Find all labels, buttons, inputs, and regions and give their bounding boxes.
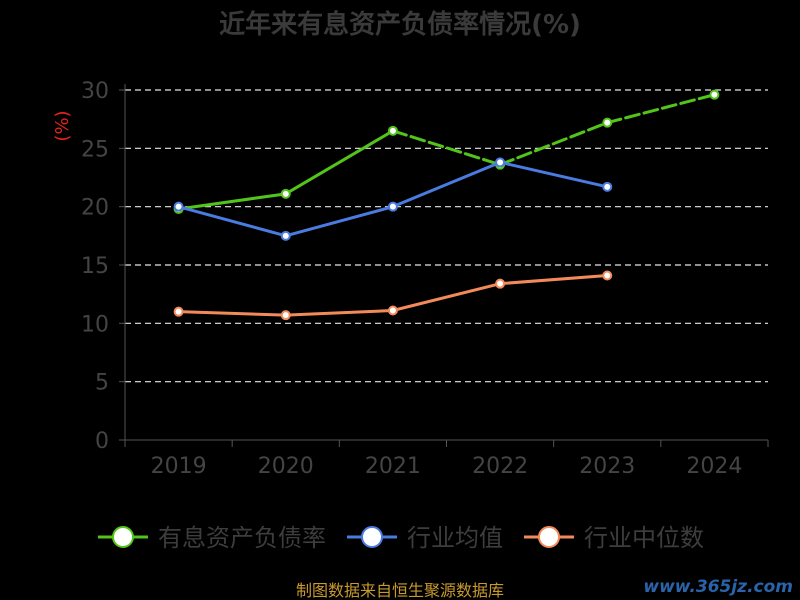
data-point bbox=[602, 117, 613, 128]
data-point bbox=[173, 201, 184, 212]
legend: 有息资产负债率 行业均值 行业中位数 bbox=[98, 524, 704, 552]
series-line-segment bbox=[284, 205, 395, 238]
legend-item-0: 有息资产负债率 bbox=[98, 524, 326, 552]
series-line-segment bbox=[498, 160, 609, 189]
series-layer bbox=[173, 89, 720, 321]
legend-label: 行业中位数 bbox=[584, 524, 704, 552]
data-point bbox=[280, 310, 291, 321]
x-tick-label: 2022 bbox=[472, 454, 528, 479]
data-point bbox=[602, 270, 613, 281]
y-tick-label: 20 bbox=[81, 196, 109, 221]
x-axis-ticks: 2019 2020 2021 2022 2023 2024 bbox=[124, 440, 769, 479]
y-tick-label: 0 bbox=[95, 429, 109, 454]
x-tick-label: 2021 bbox=[365, 454, 421, 479]
axes bbox=[124, 84, 768, 441]
watermark: www.365jz.com bbox=[643, 577, 793, 597]
x-tick-label: 2023 bbox=[579, 454, 635, 479]
series-0 bbox=[173, 89, 720, 214]
data-point bbox=[387, 201, 398, 212]
y-axis-label: (%) bbox=[52, 110, 73, 141]
y-tick-label: 5 bbox=[95, 371, 109, 396]
legend-swatch-marker bbox=[361, 526, 383, 548]
series-2 bbox=[173, 270, 613, 321]
data-point bbox=[387, 125, 398, 136]
series-line-segment bbox=[284, 129, 395, 196]
legend-item-1: 行业均值 bbox=[347, 524, 503, 552]
series-line-segment bbox=[498, 274, 609, 286]
series-line-segment bbox=[498, 121, 609, 167]
legend-label: 行业均值 bbox=[407, 524, 503, 552]
data-point bbox=[280, 230, 291, 241]
legend-swatch-marker bbox=[538, 526, 560, 548]
y-tick-label: 10 bbox=[81, 312, 109, 337]
legend-item-2: 行业中位数 bbox=[524, 524, 704, 552]
legend-label: 有息资产负债率 bbox=[158, 524, 326, 552]
gridlines bbox=[125, 89, 768, 383]
series-1 bbox=[173, 157, 613, 241]
chart-title: 近年来有息资产负债率情况(%) bbox=[219, 9, 581, 40]
x-tick-label: 2019 bbox=[151, 454, 207, 479]
series-line-segment bbox=[391, 160, 502, 209]
x-tick-label: 2020 bbox=[258, 454, 314, 479]
data-point bbox=[495, 157, 506, 168]
y-tick-label: 15 bbox=[81, 254, 109, 279]
source-note: 制图数据来自恒生聚源数据库 bbox=[296, 581, 504, 600]
series-line-segment bbox=[177, 310, 288, 317]
data-point bbox=[602, 181, 613, 192]
series-line-segment bbox=[391, 282, 502, 312]
series-line-segment bbox=[605, 93, 716, 125]
legend-swatch-marker bbox=[112, 526, 134, 548]
y-axis-ticks: 0 5 10 15 20 25 30 bbox=[81, 79, 125, 454]
series-line-segment bbox=[391, 129, 502, 167]
series-line-segment bbox=[177, 192, 288, 211]
data-point bbox=[387, 305, 398, 316]
x-tick-label: 2024 bbox=[686, 454, 742, 479]
series-line-segment bbox=[284, 309, 395, 317]
y-tick-label: 30 bbox=[81, 79, 109, 104]
data-point bbox=[173, 306, 184, 317]
data-point bbox=[280, 188, 291, 199]
y-tick-label: 25 bbox=[81, 137, 109, 162]
data-point bbox=[709, 89, 720, 100]
data-point bbox=[495, 278, 506, 289]
series-line-segment bbox=[177, 205, 288, 238]
